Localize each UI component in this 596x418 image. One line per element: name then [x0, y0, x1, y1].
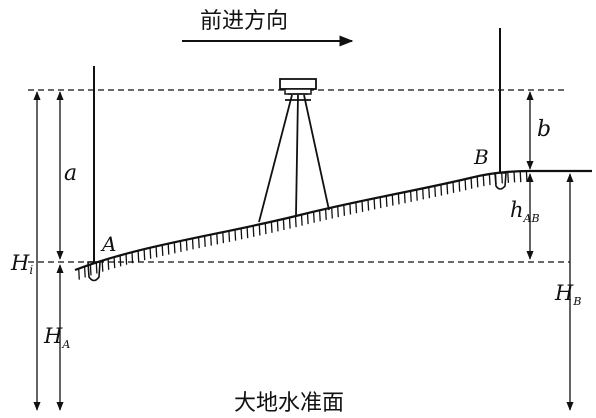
- ground-hatch-mark: [458, 180, 461, 192]
- ground-hatch-mark: [246, 227, 249, 239]
- ground-hatch-mark: [95, 262, 98, 274]
- ground-hatch-mark: [318, 210, 321, 222]
- ground-hatch-mark: [203, 235, 206, 247]
- ground-hatch-mark: [422, 188, 424, 200]
- ground-hatch-mark: [343, 204, 346, 216]
- ground-hatch-mark: [210, 234, 212, 246]
- ground-hatch-mark: [434, 185, 437, 197]
- ground-hatch-mark: [258, 224, 261, 236]
- ground-surface: [74, 169, 592, 280]
- ground-hatch-mark: [403, 192, 406, 204]
- label-hab: hAB: [510, 198, 540, 225]
- ground-hatch-mark: [137, 250, 140, 262]
- ground-hatch-mark: [173, 242, 176, 254]
- ground-hatch-mark: [143, 249, 146, 261]
- ground-hatch-mark: [361, 200, 364, 212]
- ground-hatch-mark: [234, 229, 237, 241]
- label-point-b: B: [473, 145, 489, 169]
- ground-hatch-mark: [101, 260, 104, 272]
- ground-hatch-mark: [312, 211, 315, 223]
- tripod: [258, 94, 330, 223]
- ground-hatch-mark: [197, 237, 200, 249]
- ground-hatch-mark: [440, 184, 443, 196]
- label-reading-b: b: [537, 117, 551, 142]
- level-instrument: [279, 78, 317, 95]
- ground-hatch-mark: [306, 213, 309, 225]
- ground-hatch-mark: [355, 202, 358, 214]
- ground-hatch-mark: [373, 198, 376, 210]
- direction-title: 前进方向: [200, 9, 288, 34]
- ground-hatch-mark: [83, 266, 86, 278]
- ground-hatch-mark: [78, 268, 80, 280]
- ground-hatch-mark: [507, 171, 510, 183]
- ground-hatch-mark: [470, 177, 473, 189]
- label-point-a: A: [100, 232, 116, 256]
- ground-hatch-mark: [415, 189, 418, 201]
- ground-hatch-mark: [519, 171, 522, 183]
- ground-hatch-mark: [89, 264, 92, 276]
- ground-hatch-mark: [149, 247, 152, 259]
- ground-hatch-mark: [428, 187, 431, 199]
- ground-hatch-mark: [476, 176, 479, 188]
- ground-hatch-mark: [397, 193, 400, 205]
- ground-hatch-mark: [337, 206, 339, 218]
- ground-hatch-mark: [125, 253, 128, 265]
- ground-hatch-mark: [379, 197, 382, 209]
- ground-hatch-mark: [385, 195, 388, 207]
- ground-hatch-mark: [179, 240, 182, 252]
- ground-hatch-mark: [282, 218, 285, 231]
- ground-hatch-mark: [240, 228, 243, 240]
- ground-hatch-mark: [525, 170, 528, 183]
- ground-hatch-mark: [228, 230, 231, 242]
- ground-hatch-mark: [367, 199, 370, 211]
- label-hb: HB: [554, 281, 581, 308]
- ground-hatch-mark: [494, 173, 497, 185]
- ground-hatch-mark: [216, 233, 219, 245]
- ground-hatch-mark: [488, 174, 491, 186]
- ground-hatch-mark: [300, 214, 303, 226]
- ground-hatch-mark: [331, 207, 333, 219]
- ground-hatch-mark: [161, 244, 164, 256]
- ground-hatch-mark: [113, 257, 116, 269]
- ground-hatch-mark: [349, 203, 352, 215]
- ground-hatch-mark: [167, 243, 170, 255]
- ground-hatch-mark: [222, 232, 225, 244]
- ground-hatch-mark: [391, 194, 394, 206]
- ground-hatch-mark: [191, 238, 194, 250]
- ground-hatch-mark: [482, 175, 485, 187]
- label-hi: Hi: [10, 251, 33, 277]
- ground-hatch-mark: [288, 217, 291, 229]
- ground-hatch-mark: [107, 258, 110, 270]
- ground-hatch-mark: [270, 221, 273, 233]
- datum-label: 大地水准面: [234, 391, 344, 416]
- ground-hatch-mark: [501, 172, 503, 184]
- ground-hatch-mark: [409, 190, 412, 202]
- ground-hatch-mark: [446, 183, 449, 195]
- ground-hatch-mark: [513, 171, 516, 183]
- ground-hatch-mark: [264, 223, 267, 235]
- ground-hatch-mark: [119, 255, 122, 267]
- ground-hatch-mark: [294, 216, 297, 228]
- ground-hatch-mark: [464, 179, 467, 191]
- ground-hatch-mark: [155, 246, 158, 258]
- ground-hatch-mark: [324, 208, 327, 220]
- label-ha: HA: [43, 324, 70, 351]
- ground-hatch-mark: [452, 181, 455, 193]
- ground-hatch-mark: [131, 252, 134, 264]
- ground-hatch-mark: [276, 220, 279, 232]
- ground-hatch-mark: [252, 225, 255, 237]
- benchmark-b: [494, 172, 507, 190]
- ground-hatch-mark: [185, 239, 188, 251]
- label-reading-a: a: [64, 161, 77, 186]
